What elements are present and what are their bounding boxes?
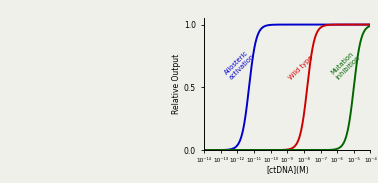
X-axis label: [ctDNA](M): [ctDNA](M) — [266, 166, 309, 175]
Y-axis label: Relative Output: Relative Output — [172, 54, 181, 114]
Text: Wild type: Wild type — [288, 55, 314, 81]
Text: Allosteric
activation: Allosteric activation — [223, 48, 256, 81]
Text: Mutation
inhibition: Mutation inhibition — [330, 50, 361, 81]
